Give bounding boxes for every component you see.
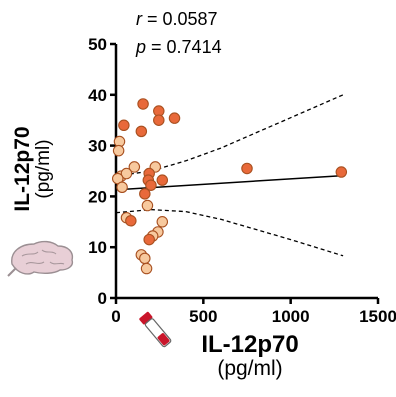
y-tick-label: 30 [88,137,107,156]
y-tick-label: 20 [88,187,107,206]
y-tick-label: 10 [88,238,107,257]
data-point [156,174,169,186]
y-tick-label: 40 [88,86,107,105]
data-point [135,125,148,138]
data-point [137,98,149,110]
data-point [139,188,151,200]
data-point [156,216,169,228]
blood-tube-icon [139,311,172,348]
data-points [111,98,348,275]
y-tick-label: 50 [88,35,107,54]
data-point [141,199,154,212]
x-tick-label: 0 [111,307,120,326]
data-point [139,252,151,265]
data-point [118,119,130,132]
data-point [153,114,165,126]
data-point [168,112,181,124]
ci-upper-line [115,94,344,177]
data-point [145,179,157,191]
x-tick-label: 1000 [272,307,310,326]
data-point [335,166,348,178]
data-point [120,167,133,180]
data-point [140,262,153,275]
data-point [116,181,128,194]
data-point [128,161,141,173]
x-tick-label: 1500 [359,307,396,326]
y-tick-label: 0 [98,289,107,308]
x-axis-label: IL-12p70 (pg/ml) [201,331,299,381]
correlation-r: r = 0.0587 [136,9,218,29]
data-point [112,144,125,157]
y-axis-label: IL-12p70 (pg/ml) [11,126,54,212]
correlation-p: p = 0.7414 [136,37,222,57]
data-point [241,162,253,175]
x-tick-label: 500 [189,307,217,326]
data-point [125,215,137,227]
data-point [143,233,155,246]
brain-icon [7,240,74,277]
